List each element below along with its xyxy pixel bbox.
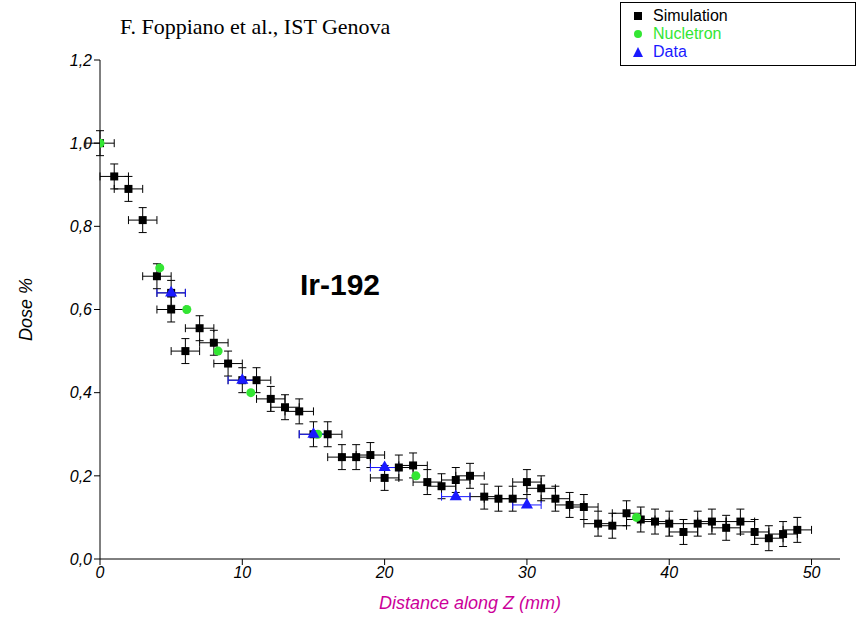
html-text:Data: Data <box>653 43 687 60</box>
svg-text:0: 0 <box>96 564 105 581</box>
html-text:Simulation: Simulation <box>653 7 728 24</box>
svg-text:10: 10 <box>233 564 251 581</box>
svg-text:Dose %: Dose % <box>16 278 36 341</box>
svg-text:20: 20 <box>375 564 394 581</box>
svg-text:40: 40 <box>660 564 678 581</box>
svg-text:0,4: 0,4 <box>70 384 92 401</box>
svg-text:Distance along Z (mm): Distance along Z (mm) <box>379 593 561 613</box>
html-text:Ir-192: Ir-192 <box>300 268 381 301</box>
svg-text:1,0: 1,0 <box>70 135 92 152</box>
svg-text:50: 50 <box>803 564 821 581</box>
svg-text:30: 30 <box>518 564 536 581</box>
svg-text:0,2: 0,2 <box>70 468 92 485</box>
svg-text:0,0: 0,0 <box>70 551 92 568</box>
html-text:Nucletron: Nucletron <box>653 25 722 42</box>
svg-text:0,6: 0,6 <box>70 301 92 318</box>
svg-text:0,8: 0,8 <box>70 218 92 235</box>
html-text:F. Foppiano et al., IST Genova: F. Foppiano et al., IST Genova <box>120 14 391 39</box>
svg-text:1,2: 1,2 <box>70 52 92 69</box>
